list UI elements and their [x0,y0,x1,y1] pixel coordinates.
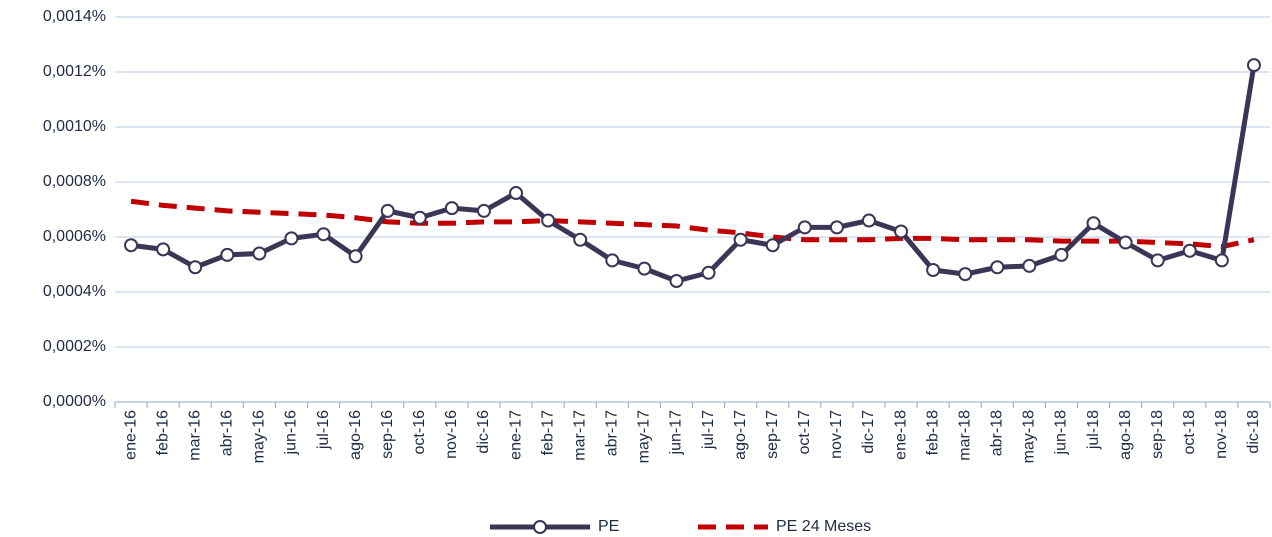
legend-label: PE [598,518,619,535]
x-tick-label: feb-17 [539,410,556,455]
point [1150,253,1165,268]
x-tick-label: ene-16 [122,410,139,460]
x-tick-label: ago-17 [732,410,749,460]
point [476,203,491,218]
point [380,203,395,218]
point [252,246,267,261]
point [124,238,139,253]
point [861,213,876,228]
x-tick-label: may-16 [251,410,268,463]
point [1182,243,1197,258]
point [444,201,459,216]
x-tick-label: jul-18 [1085,410,1102,450]
x-tick-label: feb-18 [924,410,941,455]
y-tick-label: 0,0002% [43,338,106,355]
point [926,263,941,277]
y-tick-label: 0,0006% [43,228,106,245]
y-tick-label: 0,0010% [43,118,106,135]
point [958,267,973,282]
legend-marker [533,520,547,534]
y-tick-label: 0,0008% [43,173,106,190]
x-tick-label: abr-16 [219,410,236,456]
point [1022,258,1037,273]
x-tick-label: dic-17 [860,410,877,454]
x-tick-label: ene-18 [892,410,909,460]
point [509,186,524,200]
x-tick-label: jul-16 [315,410,332,450]
x-tick-label: sep-17 [764,410,781,459]
x-tick-label: mar-16 [186,410,203,461]
x-tick-label: sep-18 [1149,410,1166,459]
point [412,210,427,225]
point [284,231,299,246]
point [188,260,203,275]
x-tick-label: nov-18 [1213,410,1230,459]
x-tick-label: dic-16 [475,410,492,454]
point [1054,247,1069,262]
x-tick-label: oct-17 [796,410,813,455]
point [1214,253,1229,268]
point [765,238,780,253]
point [990,260,1005,275]
legend-label: PE 24 Meses [776,518,871,535]
x-tick-label: jun-18 [1053,410,1070,456]
x-tick-label: may-18 [1021,410,1038,463]
point [797,220,812,235]
point [637,261,652,276]
point [605,253,620,268]
point [733,232,748,247]
series-line [130,64,1257,284]
x-tick-label: jul-17 [700,410,717,450]
series-line [130,198,1255,250]
y-tick-label: 0,0000% [43,393,106,410]
x-tick-label: mar-17 [571,410,588,461]
point [1246,58,1261,73]
point [316,227,331,242]
x-tick-label: ene-17 [507,410,524,460]
x-tick-label: feb-16 [154,410,171,455]
x-tick-label: may-17 [636,410,653,463]
x-tick-label: abr-18 [989,410,1006,456]
x-tick-label: oct-16 [411,410,428,455]
point [348,249,363,264]
point [829,220,844,235]
y-tick-label: 0,0012% [43,63,106,80]
x-tick-label: mar-18 [956,410,973,461]
y-tick-label: 0,0004% [43,283,106,300]
x-tick-label: dic-18 [1245,410,1262,454]
x-tick-label: nov-16 [443,410,460,459]
x-tick-label: oct-18 [1181,410,1198,455]
x-tick-label: ago-18 [1117,410,1134,460]
point [1086,216,1101,231]
point [701,265,716,280]
point [220,247,235,262]
x-tick-label: nov-17 [828,410,845,459]
point [1118,235,1133,250]
point [894,224,909,239]
point [541,213,556,228]
x-tick-label: abr-17 [604,410,621,456]
point [573,232,588,247]
x-tick-label: jun-17 [668,410,685,456]
x-tick-label: ago-16 [347,410,364,460]
point [156,242,171,257]
x-tick-label: sep-16 [379,410,396,459]
y-tick-label: 0,0014% [43,8,106,25]
x-tick-label: jun-16 [283,410,300,456]
point [669,274,684,288]
